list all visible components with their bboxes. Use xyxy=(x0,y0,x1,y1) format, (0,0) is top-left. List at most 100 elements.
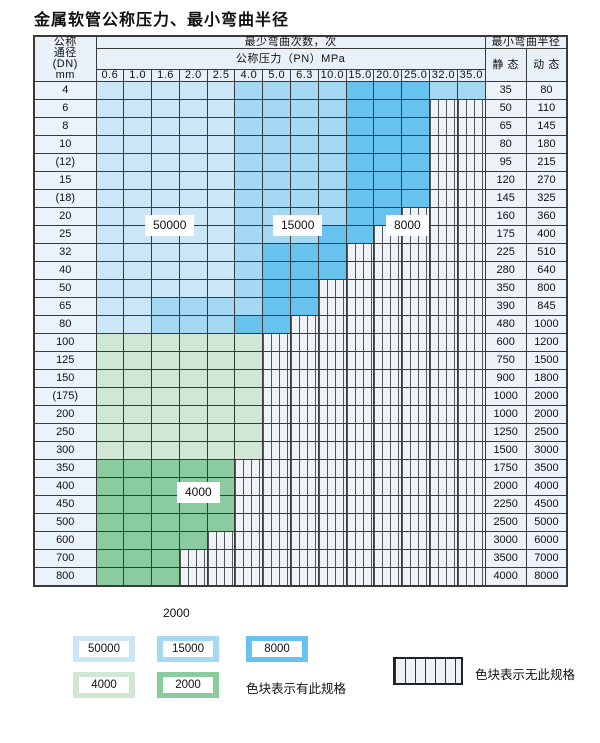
spec-cell xyxy=(234,225,264,244)
spec-cell xyxy=(151,243,180,262)
spec-cell xyxy=(456,549,486,568)
spec-cell xyxy=(373,351,403,370)
spec-cell xyxy=(234,459,264,478)
spec-cell xyxy=(123,567,153,586)
spec-cell xyxy=(456,297,486,316)
spec-cell xyxy=(373,459,403,478)
dn-cell: 50 xyxy=(33,279,97,298)
spec-cell xyxy=(290,279,319,298)
spec-cell xyxy=(206,189,236,208)
spec-cell xyxy=(401,351,431,370)
legend-no-spec-text: 色块表示无此规格 xyxy=(475,668,576,682)
table-row: 65 390 845 xyxy=(33,297,568,316)
dn-cell: 32 xyxy=(33,243,97,262)
spec-cell xyxy=(123,423,153,442)
spec-cell xyxy=(234,171,264,190)
spec-cell xyxy=(456,279,486,298)
grid-callout-label: 50000 xyxy=(145,215,195,237)
spec-cell xyxy=(234,81,264,100)
spec-cell xyxy=(345,477,375,496)
table-row: 350 1750 3500 xyxy=(33,459,568,478)
spec-cell xyxy=(123,171,153,190)
header-dn: 公称 通径 (DN) mm xyxy=(33,35,97,82)
spec-cell xyxy=(95,495,125,514)
spec-cell xyxy=(178,549,208,568)
spec-cell xyxy=(123,459,153,478)
spec-cell xyxy=(456,153,486,172)
spec-cell xyxy=(317,423,347,442)
spec-cell xyxy=(401,405,431,424)
static-radius-cell: 2500 xyxy=(484,513,527,532)
spec-cell xyxy=(95,513,125,532)
spec-cell xyxy=(95,171,125,190)
table-row: 450 2250 4500 xyxy=(33,495,568,514)
spec-cell xyxy=(95,225,125,244)
static-radius-cell: 1000 xyxy=(484,387,527,406)
dn-cell: 700 xyxy=(33,549,97,568)
spec-cell xyxy=(234,567,264,586)
spec-cell xyxy=(262,495,292,514)
spec-cell xyxy=(373,531,403,550)
legend-swatch: 50000 xyxy=(73,636,135,662)
header-row-2: 公称压力（PN）MPa 静 态 动 态 xyxy=(34,48,568,82)
dn-cell: 150 xyxy=(33,369,97,388)
spec-cell xyxy=(290,459,319,478)
header-row-3-pressures: 0.6 1.0 1.6 2.0 2.5 4.0 5.0 6.3 10.0 15.0 20.0 25.0… xyxy=(34,69,567,82)
spec-cell xyxy=(290,261,319,280)
dn-cell: 15 xyxy=(33,171,97,190)
spec-cell xyxy=(317,135,347,154)
spec-cell xyxy=(401,117,431,136)
dynamic-radius-cell: 6000 xyxy=(525,531,568,550)
spec-cell xyxy=(317,81,347,100)
spec-cell xyxy=(401,567,431,586)
spec-cell xyxy=(456,171,486,190)
spec-cell xyxy=(429,423,458,442)
spec-cell xyxy=(178,333,208,352)
dn-cell: (18) xyxy=(33,189,97,208)
spec-cell xyxy=(429,243,458,262)
static-radius-cell: 480 xyxy=(484,315,527,334)
spec-cell xyxy=(234,333,264,352)
spec-cell xyxy=(206,153,236,172)
spec-cell xyxy=(123,81,153,100)
spec-cell xyxy=(151,99,180,118)
spec-cell xyxy=(206,99,236,118)
spec-cell xyxy=(345,207,375,226)
spec-cell xyxy=(178,81,208,100)
table-row: 4 35 80 xyxy=(33,81,568,100)
spec-cell xyxy=(401,441,431,460)
spec-cell xyxy=(178,189,208,208)
spec-cell xyxy=(178,513,208,532)
spec-cell xyxy=(178,297,208,316)
spec-cell xyxy=(317,297,347,316)
spec-cell xyxy=(123,441,153,460)
spec-cell xyxy=(234,99,264,118)
spec-cell xyxy=(401,243,431,262)
dn-cell: (175) xyxy=(33,387,97,406)
static-radius-cell: 120 xyxy=(484,171,527,190)
static-radius-cell: 1750 xyxy=(484,459,527,478)
spec-cell xyxy=(401,369,431,388)
header-pressure-col: 32.0 xyxy=(429,69,458,82)
spec-cell xyxy=(401,171,431,190)
spec-cell xyxy=(234,351,264,370)
dn-cell: (12) xyxy=(33,153,97,172)
table-row: 600 3000 6000 xyxy=(33,531,568,550)
spec-cell xyxy=(95,153,125,172)
spec-cell xyxy=(95,387,125,406)
table-row: 10 80 180 xyxy=(33,135,568,154)
header-pressure-col: 2.0 xyxy=(178,69,208,82)
spec-cell xyxy=(317,351,347,370)
spec-cell xyxy=(401,81,431,100)
static-radius-cell: 750 xyxy=(484,351,527,370)
spec-cell xyxy=(345,513,375,532)
header-pressure-col: 1.6 xyxy=(151,69,180,82)
grid-callout-label: 15000 xyxy=(273,215,323,237)
spec-cell xyxy=(456,117,486,136)
spec-cell xyxy=(317,531,347,550)
spec-cell xyxy=(178,423,208,442)
spec-cell xyxy=(123,495,153,514)
dynamic-radius-cell: 845 xyxy=(525,297,568,316)
spec-cell xyxy=(123,549,153,568)
